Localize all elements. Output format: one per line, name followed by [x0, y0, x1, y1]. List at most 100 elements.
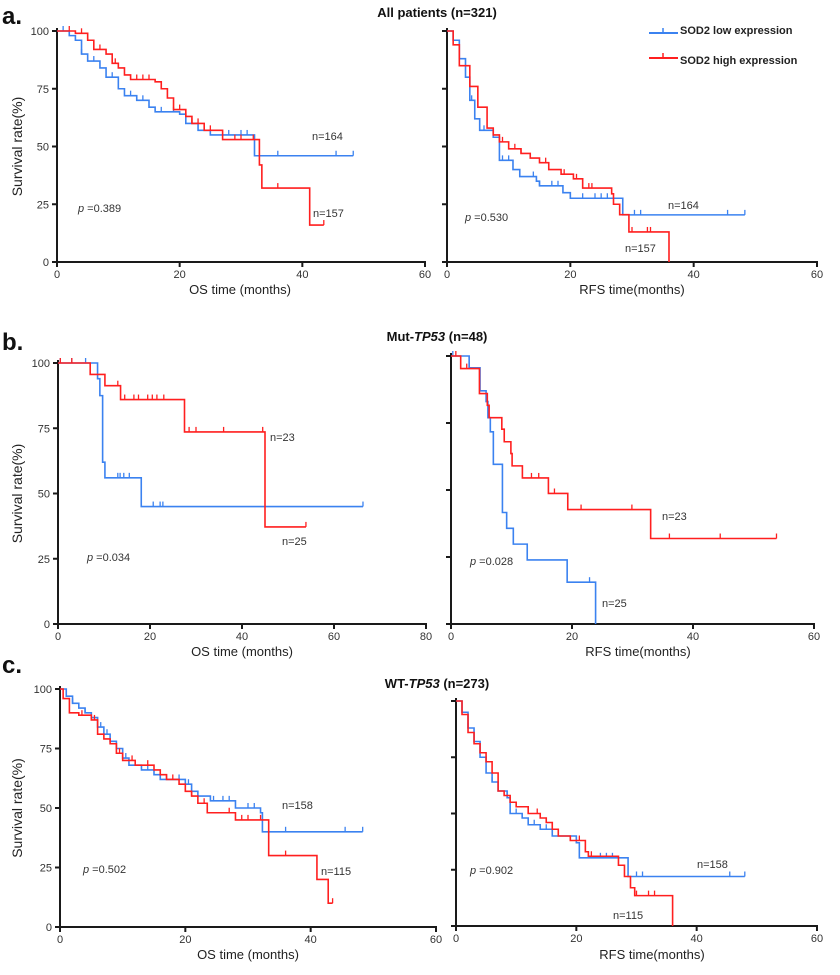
x-tick-label: 0 — [55, 631, 61, 643]
survival-curve-low — [57, 26, 354, 157]
n-label-high: n=25 — [602, 598, 627, 610]
survival-step-line — [451, 355, 777, 540]
y-axis-label: Survival rate(%) — [9, 758, 25, 858]
x-axis-label: OS time (months) — [189, 282, 291, 297]
x-axis-label: OS time (months) — [197, 947, 299, 962]
row-title-a: All patients (n=321) — [377, 5, 497, 20]
survival-step-line — [456, 700, 745, 878]
n-label-low: n=158 — [282, 800, 313, 812]
x-tick-label: 40 — [691, 933, 703, 945]
p-value-label: p =0.530 — [464, 212, 508, 224]
survival-step-line — [58, 362, 306, 528]
x-tick-label: 80 — [420, 631, 432, 643]
p-value-label: p =0.389 — [77, 203, 121, 215]
y-tick-label: 50 — [38, 489, 50, 501]
x-tick-label: 60 — [808, 631, 820, 643]
y-tick-label: 100 — [34, 684, 52, 696]
y-axis-label: Survival rate(%) — [9, 97, 25, 197]
x-tick-label: 0 — [54, 269, 60, 281]
y-tick-label: 0 — [44, 619, 50, 631]
p-symbol: p — [464, 212, 471, 224]
p-symbol: p — [469, 865, 476, 877]
p-symbol: p — [77, 203, 84, 215]
n-label-low: n=164 — [668, 200, 699, 212]
x-tick-label: 40 — [687, 631, 699, 643]
legend-item-low: SOD2 low expression — [649, 25, 793, 37]
legend-label-low: SOD2 low expression — [680, 25, 793, 37]
p-value-label: p =0.028 — [469, 556, 513, 568]
km-panel-0: 0 25 50 75 100 0 20 40 60 OS time (months) Surviva… — [9, 26, 431, 297]
survival-curve-high — [451, 351, 778, 540]
x-tick-label: 0 — [448, 631, 454, 643]
x-tick-label: 0 — [453, 933, 459, 945]
legend-item-high: SOD2 high expression — [649, 53, 798, 67]
y-axis-label: Survival rate(%) — [9, 444, 25, 544]
survival-curve-high — [447, 30, 670, 262]
n-label-low: n=23 — [270, 432, 295, 444]
legend: SOD2 low expression SOD2 high expression — [649, 25, 798, 67]
x-tick-label: 20 — [174, 269, 186, 281]
survival-step-line — [58, 362, 363, 508]
km-panel-1: 0 20 40 60 RFS time(months) p =0.530 n=164 n=15… — [442, 28, 823, 297]
n-label-low: n=164 — [312, 131, 343, 143]
row-title-c-prefix: WT- — [385, 676, 409, 691]
x-tick-label: 40 — [688, 269, 700, 281]
row-title-c-gene: TP53 — [409, 676, 441, 691]
km-panel-4: 0 25 50 75 100 0 20 40 60 OS time (months) Surviva… — [9, 684, 442, 962]
x-tick-label: 0 — [57, 934, 63, 946]
y-tick-label: 25 — [38, 554, 50, 566]
p-value: =0.902 — [476, 865, 513, 877]
x-axis-label: RFS time(months) — [599, 947, 704, 962]
survival-step-line — [57, 30, 324, 226]
n-label-high: n=157 — [313, 208, 344, 220]
p-symbol: p — [82, 864, 89, 876]
x-tick-label: 40 — [236, 631, 248, 643]
survival-curve-low — [451, 351, 597, 624]
p-symbol: p — [469, 556, 476, 568]
x-tick-label: 40 — [296, 269, 308, 281]
panel-letter-b: b. — [2, 329, 23, 356]
x-tick-label: 20 — [179, 934, 191, 946]
survival-curve-high — [58, 358, 307, 528]
y-tick-label: 50 — [37, 142, 49, 154]
survival-step-line — [60, 688, 333, 904]
survival-step-line — [447, 30, 670, 262]
row-title-a-prefix: All patients (n=321) — [377, 5, 497, 20]
x-axis-label: OS time (months) — [191, 644, 293, 659]
x-tick-label: 60 — [419, 269, 431, 281]
y-tick-label: 75 — [37, 84, 49, 96]
x-tick-label: 0 — [444, 269, 450, 281]
x-tick-label: 60 — [811, 933, 823, 945]
panels: 0 25 50 75 100 0 20 40 60 OS time (months) Surviva… — [9, 26, 823, 962]
row-title-b: Mut-TP53 (n=48) — [387, 329, 488, 344]
x-tick-label: 20 — [570, 933, 582, 945]
row-title-b-gene: TP53 — [414, 329, 446, 344]
y-tick-label: 0 — [43, 257, 49, 269]
n-label-low: n=158 — [697, 859, 728, 871]
survival-step-line — [456, 700, 674, 926]
n-label-low: n=23 — [662, 511, 687, 523]
survival-curve-high — [456, 700, 674, 926]
x-tick-label: 60 — [430, 934, 442, 946]
n-label-high: n=25 — [282, 536, 307, 548]
y-tick-label: 75 — [38, 423, 50, 435]
p-value: =0.028 — [476, 556, 513, 568]
n-label-high: n=157 — [625, 243, 656, 255]
y-tick-label: 100 — [31, 26, 49, 38]
survival-curve-high — [60, 688, 334, 904]
survival-curve-low — [456, 700, 746, 878]
p-value: =0.530 — [471, 212, 508, 224]
km-panel-3: 0 20 40 60 RFS time(months) p =0.028 n=23 n=25 — [446, 351, 820, 659]
km-panel-2: 0 25 50 75 100 0 20 40 60 80 OS time (months) Survi… — [9, 358, 432, 659]
y-tick-label: 25 — [40, 863, 52, 875]
y-tick-label: 75 — [40, 744, 52, 756]
km-panel-5: 0 20 40 60 RFS time(months) p =0.902 n=158 n=11… — [451, 698, 823, 962]
p-value-label: p =0.502 — [82, 864, 126, 876]
x-tick-label: 60 — [328, 631, 340, 643]
x-axis-label: RFS time(months) — [579, 282, 684, 297]
survival-step-line — [451, 355, 597, 624]
row-titles: a. All patients (n=321) b. Mut-TP53 (n=4… — [2, 3, 497, 691]
row-title-c-suffix: (n=273) — [440, 676, 490, 691]
x-axis-label: RFS time(months) — [585, 644, 690, 659]
